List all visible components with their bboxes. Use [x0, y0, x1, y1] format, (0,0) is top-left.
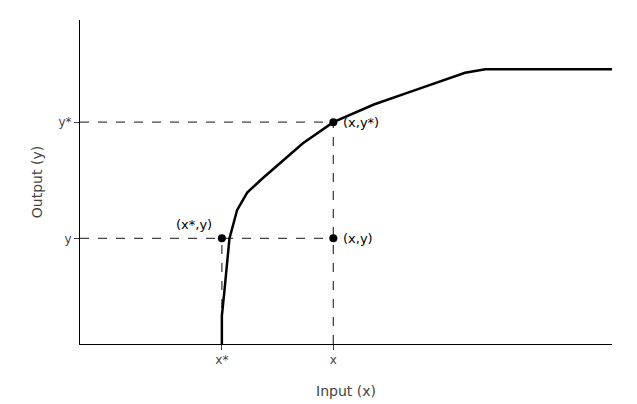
svg-text:(x,y*): (x,y*) — [343, 115, 379, 130]
svg-text:Input (x): Input (x) — [316, 383, 376, 399]
svg-text:y: y — [64, 232, 71, 246]
svg-text:x: x — [330, 353, 337, 367]
svg-text:x*: x* — [215, 353, 228, 367]
svg-text:Output (y): Output (y) — [29, 146, 45, 218]
svg-text:(x,y): (x,y) — [343, 231, 373, 246]
svg-text:y*: y* — [58, 115, 71, 129]
svg-text:(x*,y): (x*,y) — [176, 217, 212, 232]
